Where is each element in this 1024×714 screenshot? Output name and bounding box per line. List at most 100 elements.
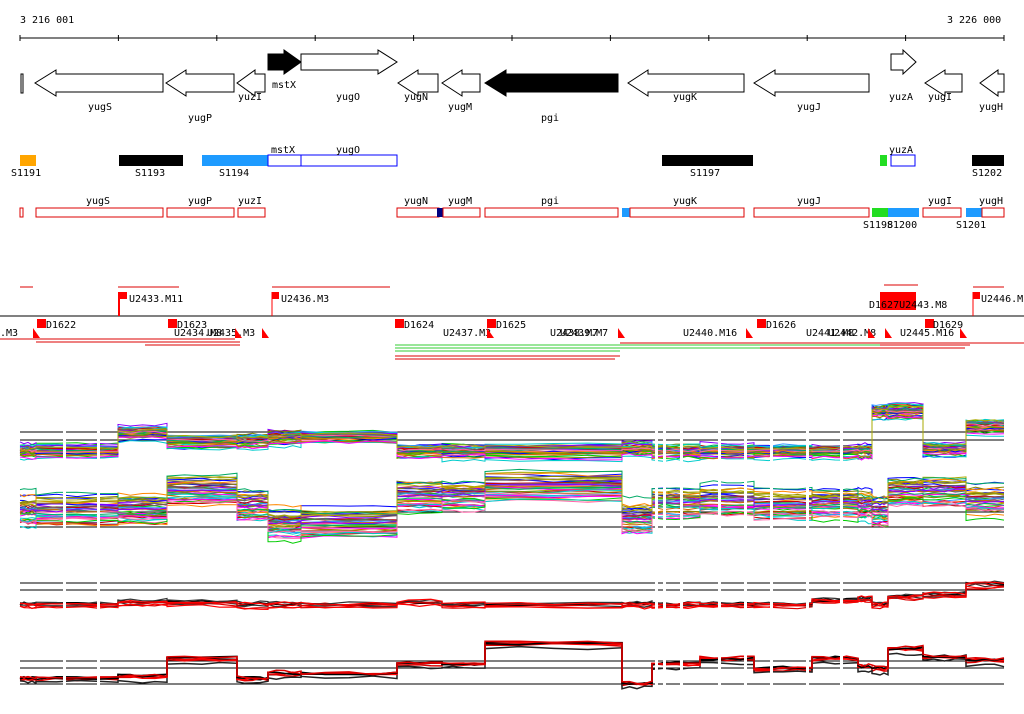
segment-mstX[interactable] [267, 154, 302, 167]
probe-label: U2435.M3 [207, 328, 255, 339]
segment-S1194[interactable] [202, 155, 268, 166]
segment-label: S1191 [11, 168, 41, 179]
gene-label: yugJ [797, 102, 821, 113]
segment-S1202[interactable] [972, 155, 1004, 166]
transcript-track: yugS yugP yuzI yugN yugM pgi yugK yugJ S… [19, 196, 1005, 231]
gene-yugM[interactable]: yugM [441, 69, 481, 113]
coverage-green-lines [395, 344, 880, 352]
transcript-S1200[interactable] [888, 208, 919, 217]
probe-label: U2434.M8 [174, 328, 222, 339]
segment-S1191[interactable] [20, 155, 36, 166]
gene-track: yugS yugP yuzI mstX yugO yugN yugM pgi y… [20, 48, 1005, 124]
segment-track: S1191 S1193 S1194 mstX yugO S1197 yuzA S… [11, 145, 1004, 179]
probe-marker [168, 319, 177, 328]
transcript-seg-label: S1201 [956, 220, 986, 231]
gene-yugI[interactable]: yugI [924, 69, 963, 103]
transcript-mark-navy [437, 208, 443, 217]
transcript-seg-label: S1198 [863, 220, 893, 231]
segment-green[interactable] [880, 155, 887, 166]
transcript-S1201[interactable] [966, 208, 982, 217]
transcript-yugM[interactable] [442, 207, 481, 218]
probe-label: U2433.M11 [129, 294, 183, 305]
probe-label: U2439.M7 [560, 328, 608, 339]
segment-gene-label: yuzA [889, 145, 913, 156]
segment-S1193[interactable] [119, 155, 183, 166]
gene-label: yugK [673, 92, 697, 103]
gene-label: yuzI [238, 92, 262, 103]
gene-yugK[interactable]: yugK [627, 69, 745, 103]
transcript-seg-label: S1200 [887, 220, 917, 231]
gene-yugJ[interactable]: yugJ [753, 69, 870, 113]
probe-label: D1629 [933, 320, 963, 331]
probe-top-lines [20, 284, 1004, 288]
expression-panels [19, 395, 1005, 695]
probe-label: D1622 [46, 320, 76, 331]
probe-label: U2442.M8 [828, 328, 876, 339]
transcript-yugK[interactable] [629, 207, 745, 218]
transcript-yugN[interactable] [396, 207, 440, 218]
probe-label: U2438.M7 [550, 328, 598, 339]
expression-panel-2 [19, 468, 1005, 544]
transcript-label: yugH [979, 196, 1003, 207]
segment-S1197[interactable] [662, 155, 753, 166]
gene-yugN[interactable]: yugN [397, 69, 439, 103]
probe-U2446.M[interactable]: U2446.M [972, 292, 1023, 316]
transcript-label: yugP [188, 196, 212, 207]
probe-label: D1623 [177, 320, 207, 331]
gene-label: yugN [404, 92, 428, 103]
transcript-label: yugM [448, 196, 472, 207]
probe-track: U2433.M11 U2436.M3 U2446.M D1627U2443.M8… [0, 284, 1024, 360]
gene-label: yugH [979, 102, 1003, 113]
probe-label: U2441.M8 [806, 328, 854, 339]
gene-label: yuzA [889, 92, 913, 103]
gene-label: yugO [336, 92, 360, 103]
probe-U2436.M3[interactable]: U2436.M3 [271, 292, 329, 316]
gene-yuzI[interactable]: yuzI [236, 69, 266, 103]
gene-label: mstX [272, 80, 296, 91]
transcript-S1198[interactable] [872, 208, 888, 217]
probe-label: U2436.M3 [281, 294, 329, 305]
gene-label: pgi [541, 113, 559, 124]
coord-end: 3 226 000 [947, 15, 1001, 26]
coord-start: 3 216 001 [20, 15, 74, 26]
segment-yuzA[interactable] [890, 154, 916, 167]
gene-stub-left [20, 73, 24, 94]
gene-yugS[interactable]: yugS [34, 69, 164, 113]
probe-label: D1627U2443.M8 [869, 300, 947, 311]
segment-gene-label: yugO [336, 145, 360, 156]
gene-yugH[interactable]: yugH [979, 69, 1005, 113]
probe-label: .M3 [0, 328, 18, 339]
gene-pgi[interactable]: pgi [484, 69, 619, 124]
gene-yugP[interactable]: yugP [165, 69, 235, 124]
probe-cluster-dense[interactable]: D1627U2443.M8 [869, 292, 947, 311]
transcript-yugI[interactable] [922, 207, 962, 218]
transcript-pgi[interactable] [484, 207, 619, 218]
transcript-yugS[interactable] [35, 207, 164, 218]
probe-label: U2440.M16 [683, 328, 737, 339]
transcript-yugP[interactable] [166, 207, 235, 218]
segment-yugO[interactable] [300, 154, 398, 167]
transcript-label: yuzI [238, 196, 262, 207]
transcript-yugH[interactable] [981, 207, 1005, 218]
probe-U2433.M11[interactable]: U2433.M11 [118, 292, 183, 316]
transcript-label: yugJ [797, 196, 821, 207]
probe-label: U2445.M16 [900, 328, 954, 339]
transcript-yugJ[interactable] [753, 207, 870, 218]
gene-label: yugI [928, 92, 952, 103]
transcript-yuzI[interactable] [237, 207, 266, 218]
gene-mstX[interactable]: mstX [267, 49, 302, 91]
transcript-label: yugS [86, 196, 110, 207]
gene-yugO[interactable]: yugO [300, 49, 398, 103]
expression-panel-1 [19, 402, 1005, 463]
panel-gaps [63, 395, 843, 695]
segment-gene-label: mstX [271, 145, 295, 156]
transcript-label: yugI [928, 196, 952, 207]
gene-yuzA[interactable]: yuzA [889, 48, 917, 103]
gene-label: yugS [88, 102, 112, 113]
probe-label: U2437.M3 [443, 328, 491, 339]
probe-label: D1625 [496, 320, 526, 331]
segment-label: S1194 [219, 168, 249, 179]
probe-marker [487, 319, 496, 328]
segment-label: S1193 [135, 168, 165, 179]
